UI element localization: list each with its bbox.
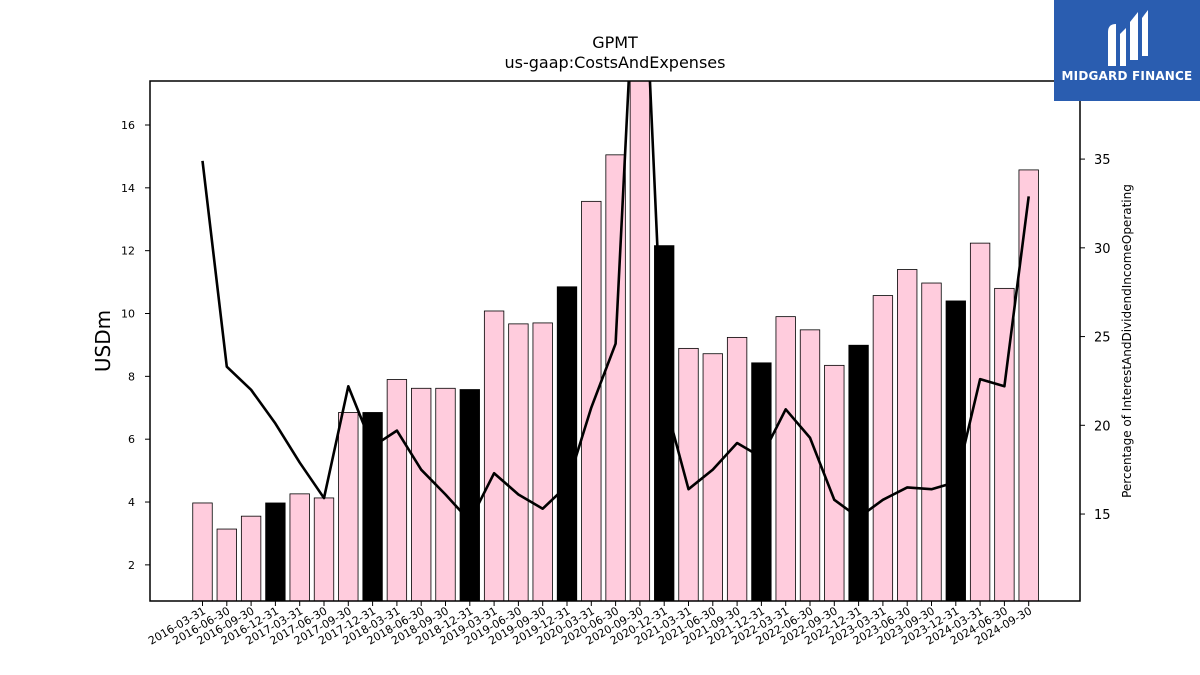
bar — [921, 282, 942, 601]
y2-tick-label: 35 — [1094, 153, 1111, 168]
bar — [338, 412, 359, 601]
y-tick-label: 8 — [128, 370, 135, 383]
y-tick-label: 4 — [128, 496, 135, 509]
logo-mark-icon — [1108, 10, 1148, 66]
bar — [678, 347, 699, 601]
y2-tick-label: 20 — [1094, 419, 1111, 434]
y-tick-label: 10 — [121, 308, 135, 321]
bar — [483, 310, 505, 601]
y-tick-label: 12 — [121, 245, 135, 258]
y2-tick-label: 15 — [1094, 508, 1111, 523]
bar — [726, 336, 748, 601]
line-series — [201, 81, 1030, 523]
bar — [240, 515, 262, 601]
y-axis-label: USDm — [91, 310, 115, 372]
bar — [751, 362, 772, 601]
bar — [362, 412, 383, 601]
bar — [459, 389, 480, 601]
bar — [313, 497, 335, 601]
y-tick-label: 16 — [121, 119, 135, 132]
bar — [265, 502, 286, 601]
bar — [508, 323, 529, 601]
y-tick-label: 2 — [128, 559, 135, 572]
bar — [216, 528, 237, 601]
bar — [532, 322, 553, 601]
bar — [969, 242, 991, 601]
bar — [289, 493, 310, 601]
logo-text: MIDGARD FINANCE — [1061, 69, 1193, 83]
y2-tick-label: 30 — [1094, 242, 1111, 257]
bar — [556, 286, 578, 601]
bar — [1018, 169, 1039, 601]
bar — [775, 316, 796, 601]
y-tick-label: 6 — [128, 433, 135, 446]
bar — [629, 81, 651, 601]
bar — [799, 329, 821, 601]
chart-subtitle: us-gaap:CostsAndExpenses — [505, 53, 726, 72]
bar — [824, 364, 845, 601]
midgard-finance-logo: MIDGARD FINANCE — [1054, 0, 1200, 101]
y2-axis-label: Percentage of InterestAndDividendIncomeO… — [1120, 184, 1134, 498]
bar — [192, 502, 213, 601]
bar — [581, 200, 602, 601]
bar — [945, 300, 966, 601]
chart-title: GPMT — [592, 33, 638, 52]
plot-frame — [149, 80, 1081, 602]
y2-tick-label: 25 — [1094, 331, 1111, 346]
bar — [702, 353, 723, 601]
y-tick-label: 14 — [121, 182, 135, 195]
bar — [994, 287, 1015, 601]
bar — [897, 269, 918, 601]
bar — [411, 387, 432, 601]
bar — [848, 344, 869, 601]
bar — [386, 379, 408, 601]
bar — [872, 295, 894, 601]
